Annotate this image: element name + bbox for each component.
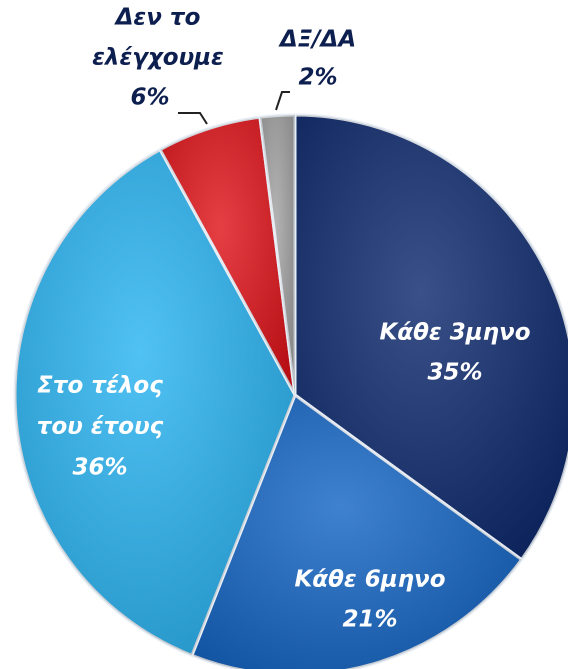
slice-label: ΔΞ/ΔΑ (278, 27, 356, 53)
leader-line (275, 91, 290, 111)
slice-label: Κάθε 3μηνο (379, 320, 530, 346)
slice-label: Στο τέλος (37, 373, 163, 399)
value-label: 2% (298, 65, 337, 91)
value-label: 6% (130, 85, 169, 111)
leader-line (178, 112, 208, 125)
slice-label: ελέγχουμε (92, 45, 224, 71)
value-label: 35% (427, 360, 482, 386)
slice-label: Κάθε 6μηνο (294, 567, 445, 593)
value-label: 21% (342, 607, 397, 633)
slice-label: του έτους (37, 414, 164, 440)
slice-label: Δεν το (114, 5, 201, 31)
value-label: 36% (72, 455, 127, 481)
